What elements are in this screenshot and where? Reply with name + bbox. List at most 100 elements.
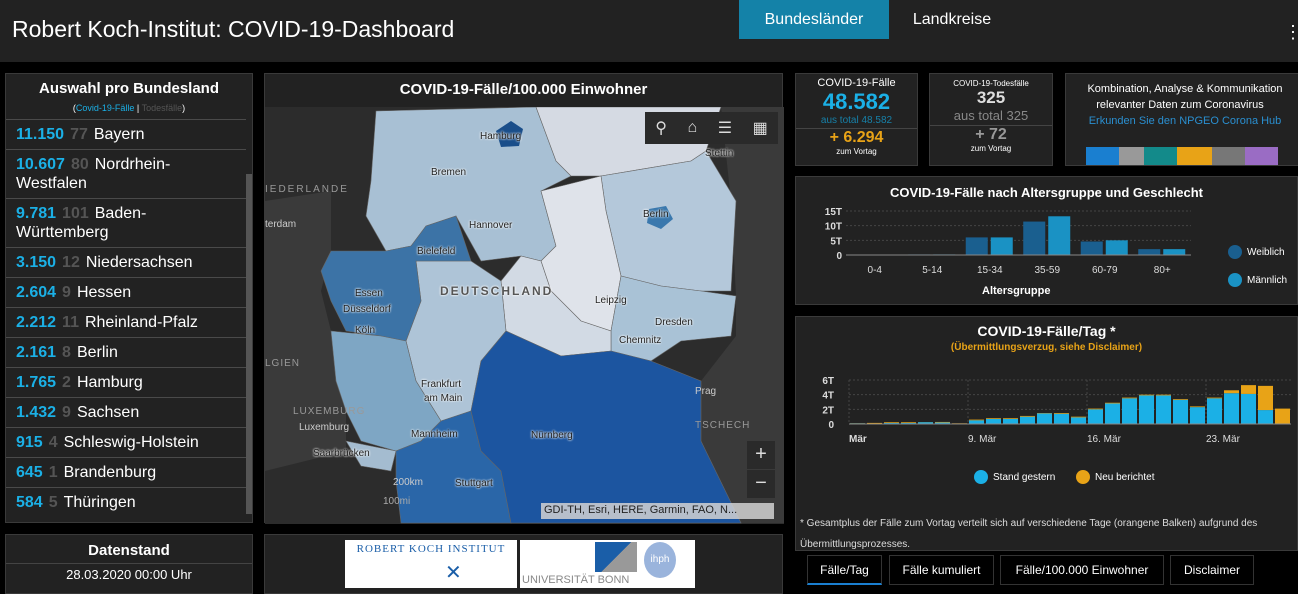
bar-weiblich (1023, 222, 1045, 255)
state-cases: 915 (16, 434, 43, 451)
state-name: Sachsen (77, 404, 139, 421)
bar-neu-berichtet (1088, 409, 1103, 410)
bar-neu-berichtet (901, 422, 916, 423)
y-tick-label: 5T (830, 236, 842, 247)
map-label: Dresden (655, 317, 693, 328)
datenstand-value: 28.03.2020 00:00 Uhr (6, 563, 252, 582)
y-tick-label: 4T (822, 391, 834, 402)
basemap-icon[interactable]: ▦ (753, 118, 768, 138)
map-label: am Main (424, 393, 462, 404)
cases-delta-label: zum Vortag (796, 147, 917, 156)
scrollbar[interactable] (246, 174, 252, 514)
logos-panel: ROBERT KOCH INSTITUT ✕ UNIVERSITÄT BONN … (264, 534, 783, 594)
state-row[interactable]: 584 5 Thüringen (6, 487, 246, 517)
map-label: Frankfurt (421, 379, 461, 390)
tab-faelle-kumuliert[interactable]: Fälle kumuliert (889, 555, 994, 585)
map-area-icon (1177, 147, 1212, 165)
bar-stand-gestern (1122, 398, 1137, 424)
app-header: Robert Koch-Institut: COVID-19-Dashboard… (0, 0, 1298, 62)
deaths-legend: Todesfälle (142, 103, 183, 113)
y-tick-label: 15T (825, 207, 842, 218)
tab-faelle-tag[interactable]: Fälle/Tag (807, 555, 882, 585)
map-label: Prag (695, 386, 716, 397)
tab-disclaimer[interactable]: Disclaimer (1170, 555, 1254, 585)
map-label: LGIEN (265, 358, 300, 369)
app-title: Robert Koch-Institut: COVID-19-Dashboard (12, 16, 454, 43)
legend-label: Männlich (1247, 275, 1287, 286)
cases-legend: Covid-19-Fälle (76, 103, 135, 113)
bar-stand-gestern (1003, 419, 1018, 424)
bar-stand-gestern (1105, 403, 1120, 424)
bar-weiblich (966, 237, 988, 255)
menu-icon[interactable]: ⋮ (1284, 22, 1298, 43)
bar-neu-berichtet (1071, 417, 1086, 418)
scale-mi: 100mi (383, 496, 410, 507)
x-tick-label: 60-79 (1092, 265, 1118, 276)
legend-swatch (1228, 245, 1242, 259)
state-cases: 2.604 (16, 284, 56, 301)
legend-label: Weiblich (1247, 247, 1285, 258)
home-icon[interactable]: ⌂ (688, 119, 698, 137)
state-cases: 2.161 (16, 344, 56, 361)
y-tick-label: 2T (822, 405, 834, 416)
tab-landkreise[interactable]: Landkreise (900, 0, 1004, 39)
zoom-in-button[interactable]: + (747, 441, 775, 469)
state-deaths: 2 (62, 374, 71, 391)
state-deaths: 9 (62, 404, 71, 421)
state-deaths: 12 (62, 254, 80, 271)
bar-stand-gestern (969, 420, 984, 424)
bar-neu-berichtet (1105, 403, 1120, 404)
state-cases: 645 (16, 464, 43, 481)
tab-faelle-100000[interactable]: Fälle/100.000 Einwohner (1000, 555, 1164, 585)
state-name: Hessen (77, 284, 131, 301)
datenstand-title: Datenstand (6, 542, 252, 559)
zoom-out-button[interactable]: − (747, 470, 775, 498)
y-tick-label: 0 (828, 420, 834, 431)
x-tick-label: 80+ (1154, 265, 1171, 276)
state-name: Thüringen (64, 494, 136, 511)
state-deaths: 5 (49, 494, 58, 511)
map-label: Luxemburg (299, 422, 349, 433)
footnote: * Gesamtplus der Fälle zum Vortag vertei… (800, 513, 1298, 555)
legend-weiblich[interactable]: Weiblich (1228, 245, 1285, 259)
building-icon (1245, 147, 1278, 165)
deaths-box: COVID-19-Todesfälle 325 aus total 325 + … (929, 73, 1053, 166)
bar-stand-gestern (1156, 395, 1171, 424)
state-deaths: 77 (70, 126, 88, 143)
legend-icon[interactable]: ☰ (718, 118, 732, 138)
cases-title: COVID-19-Fälle (796, 77, 917, 89)
map-attribution[interactable]: GDI-TH, Esri, HERE, Garmin, FAO, N... (541, 503, 774, 519)
search-icon[interactable]: ⚲ (655, 118, 667, 138)
bar-neu-berichtet (1020, 416, 1035, 417)
legend-maennlich[interactable]: Männlich (1228, 273, 1287, 287)
bar-neu-berichtet (1224, 390, 1239, 393)
daily-chart-title: COVID-19-Fälle/Tag * (796, 323, 1297, 339)
legend-neu-berichtet[interactable]: Neu berichtet (1076, 470, 1154, 484)
map-canvas[interactable] (265, 107, 784, 524)
datenstand-panel: Datenstand 28.03.2020 00:00 Uhr (5, 534, 253, 594)
bar-männlich (991, 237, 1013, 255)
x-tick-label: 35-59 (1034, 265, 1060, 276)
tab-bundeslaender[interactable]: Bundesländer (739, 0, 889, 39)
legend-stand-gestern[interactable]: Stand gestern (974, 470, 1055, 484)
bar-stand-gestern (1173, 400, 1188, 424)
state-cases: 584 (16, 494, 43, 511)
region-niedersachsen-schleswig-holstein[interactable] (366, 107, 571, 261)
bonn-logo-text: UNIVERSITÄT BONN (522, 574, 629, 586)
bar-neu-berichtet (1275, 409, 1290, 424)
npgeo-hub-link[interactable]: Erkunden Sie den NPGEO Corona Hub (1066, 113, 1298, 129)
state-cases: 3.150 (16, 254, 56, 271)
